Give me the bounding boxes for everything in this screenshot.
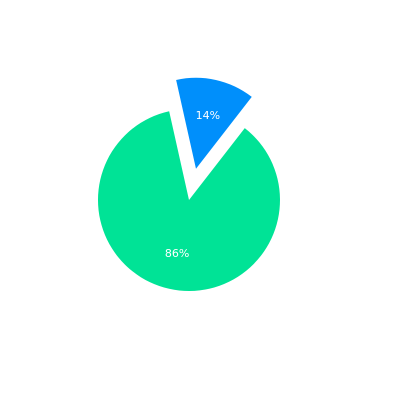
pie-slice-label: 14% bbox=[196, 109, 220, 122]
pie-slice bbox=[97, 111, 280, 292]
pie-slice-label: 86% bbox=[165, 247, 189, 260]
pie-slice bbox=[176, 77, 252, 169]
pie-labels: 86% 14% bbox=[165, 109, 220, 260]
pie-slices bbox=[97, 77, 280, 292]
